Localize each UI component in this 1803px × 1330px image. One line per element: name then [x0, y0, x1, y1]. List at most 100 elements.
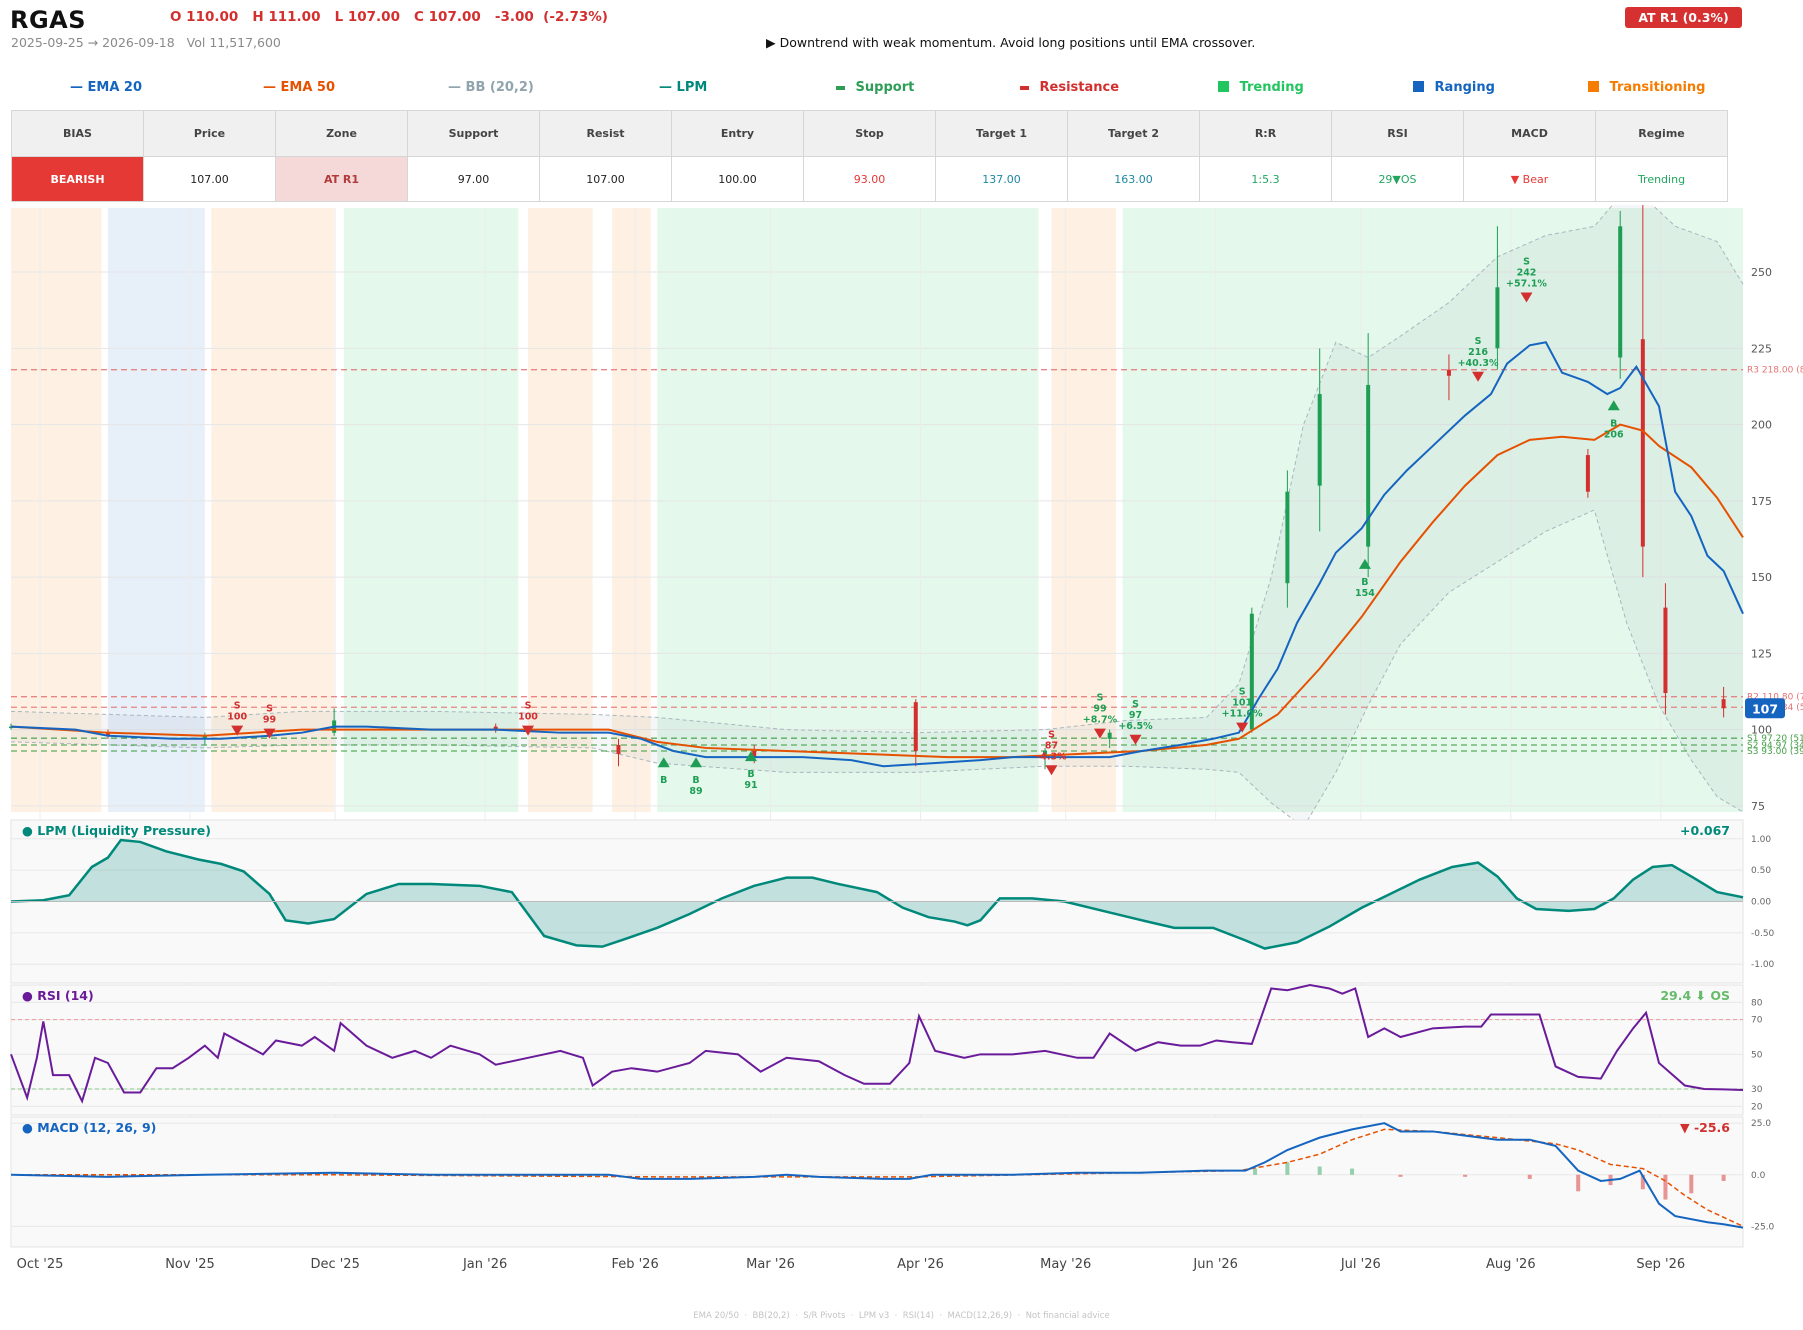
rsi-current-value: 29.4 ⬇ OS — [1660, 988, 1730, 1003]
buy-signal-label: 154 — [1355, 588, 1375, 599]
legend-ranging[interactable]: Ranging — [1413, 80, 1495, 95]
buy-signal-label: 89 — [689, 786, 702, 797]
sell-signal-icon — [1472, 371, 1485, 382]
sell-signal-icon — [1093, 728, 1106, 739]
legend-label: Ranging — [1434, 80, 1495, 95]
y-tick-label: 75 — [1751, 800, 1765, 813]
x-tick-label: Aug '26 — [1486, 1257, 1536, 1272]
table-value-macd: ▼ Bear — [1463, 156, 1596, 202]
macd-histogram-bar — [1663, 1174, 1668, 1200]
candle-body — [1495, 287, 1500, 349]
trend-alert: ▶ Downtrend with weak momentum. Avoid lo… — [766, 35, 1256, 50]
macd-panel-title: ● MACD (12, 26, 9) — [22, 1120, 156, 1135]
dash-swatch-icon — [1020, 85, 1029, 90]
candle-body — [1043, 750, 1048, 758]
lpm-fill-positive — [11, 840, 1743, 949]
candle-body — [752, 750, 757, 758]
legend-trending[interactable]: Trending — [1218, 80, 1304, 95]
table-header-entry: Entry — [671, 110, 804, 157]
legend-transitioning[interactable]: Transitioning — [1588, 80, 1705, 95]
sell-signal-label: S — [1132, 699, 1139, 710]
legend-label: Resistance — [1039, 80, 1120, 95]
table-header-row: BIAS Price Zone Support Resist Entry Stop Targe… — [11, 110, 1728, 157]
sell-signal-label: 99 — [263, 715, 276, 726]
legend-label: Support — [855, 80, 915, 95]
sell-signal-label: 87 — [1045, 740, 1058, 751]
sell-signal-label: S — [1523, 256, 1530, 267]
sell-signal-label: 101 — [1232, 698, 1252, 709]
buy-signal-label: B — [692, 775, 699, 786]
buy-signal-icon — [1358, 558, 1371, 569]
sell-signal-label: 97 — [1129, 710, 1142, 721]
macd-current-value: ▼ -25.6 — [1680, 1120, 1730, 1135]
sell-signal-label: +40.3% — [1458, 358, 1499, 369]
macd-histogram-bar — [1285, 1162, 1290, 1175]
candle-body — [1285, 491, 1290, 584]
candle-body — [105, 732, 110, 736]
buy-signal-label: B — [660, 775, 667, 786]
y-tick-label: 175 — [1751, 495, 1772, 508]
sell-signal-label: +6.5% — [1118, 721, 1153, 732]
panel-tick-label: 50 — [1751, 1050, 1763, 1060]
bb-lower-line — [10, 509, 1744, 828]
trade-summary-table: BIAS Price Zone Support Resist Entry Stop Targe… — [11, 110, 1728, 202]
chart-panels[interactable]: 75 100 125 150 175 200 225 250 R3 218.00 (8x) R2 … — [0, 205, 1803, 1280]
legend-ema50[interactable]: — EMA 50 — [263, 80, 335, 95]
legend-resistance[interactable]: Resistance — [1020, 80, 1119, 95]
panel-tick-label: 1.00 — [1751, 835, 1771, 845]
panel-tick-label: -25.0 — [1751, 1222, 1775, 1232]
x-tick-label: Nov '25 — [165, 1257, 215, 1272]
candle-body — [1446, 369, 1451, 376]
macd-histogram-bar — [1253, 1168, 1258, 1175]
y-tick-label: 125 — [1751, 647, 1772, 660]
sell-signal-label: S — [525, 701, 532, 712]
sell-signal-icon — [522, 725, 535, 736]
table-value-stop: 93.00 — [803, 156, 936, 202]
legend-label: Trending — [1239, 80, 1304, 95]
sell-signal-label: +8.7% — [1083, 715, 1118, 726]
legend-support[interactable]: Support — [836, 80, 914, 95]
y-tick-label: 100 — [1751, 724, 1772, 737]
sell-signal-label: S — [1475, 336, 1482, 347]
macd-histogram-bar — [1398, 1174, 1403, 1177]
table-value-rsi: 29▼OS — [1331, 156, 1464, 202]
square-swatch-icon — [1218, 81, 1229, 92]
table-header-regime: Regime — [1595, 110, 1728, 157]
table-header-bias: BIAS — [11, 110, 144, 157]
x-tick-label: Sep '26 — [1636, 1257, 1685, 1272]
lpm-line — [10, 838, 1744, 950]
level-label: S1 97.20 (51x) — [1747, 734, 1803, 744]
legend-lpm[interactable]: — LPM — [659, 80, 707, 95]
level-label: S2 94.97 (34x) — [1747, 741, 1803, 751]
zone-badge: AT R1 (0.3%) — [1625, 7, 1742, 28]
table-value-row: BEARISH 107.00 AT R1 97.00 107.00 100.00 93.00… — [11, 156, 1728, 202]
regime-band — [1051, 208, 1117, 812]
legend-ema20[interactable]: — EMA 20 — [70, 80, 142, 95]
macd-histogram-bar — [1640, 1174, 1645, 1190]
sell-signal-label: +57.1% — [1506, 278, 1547, 289]
regime-band — [657, 208, 1039, 812]
x-tick-label: Apr '26 — [897, 1257, 944, 1272]
regime-band — [107, 208, 205, 812]
y-tick-label: 200 — [1751, 419, 1772, 432]
table-value-target-2: 163.00 — [1067, 156, 1200, 202]
legend-bb[interactable]: — BB (20,2) — [448, 80, 534, 95]
y-tick-label: 150 — [1751, 571, 1772, 584]
sell-signal-icon — [1045, 765, 1058, 776]
buy-signal-icon — [744, 751, 757, 762]
date-range: 2025-09-25 → 2026-09-18 — [11, 35, 175, 50]
ema20-line — [10, 341, 1744, 768]
candle-body — [1721, 699, 1726, 709]
panel-tick-label: 30 — [1751, 1085, 1763, 1095]
macd-histogram-bar — [1689, 1174, 1694, 1194]
sell-signal-label: 100 — [227, 712, 247, 723]
panel-bg — [10, 1116, 1744, 1248]
line-swatch-icon: — — [659, 80, 672, 95]
x-tick-label: Jan '26 — [462, 1257, 507, 1272]
square-swatch-icon — [1588, 81, 1599, 92]
panel-tick-label: 0.0 — [1751, 1171, 1766, 1181]
table-value-resist: 107.00 — [539, 156, 672, 202]
rsi-panel-title: ● RSI (14) — [22, 988, 94, 1003]
ema50-line — [10, 423, 1744, 759]
table-header-rsi: RSI — [1331, 110, 1464, 157]
